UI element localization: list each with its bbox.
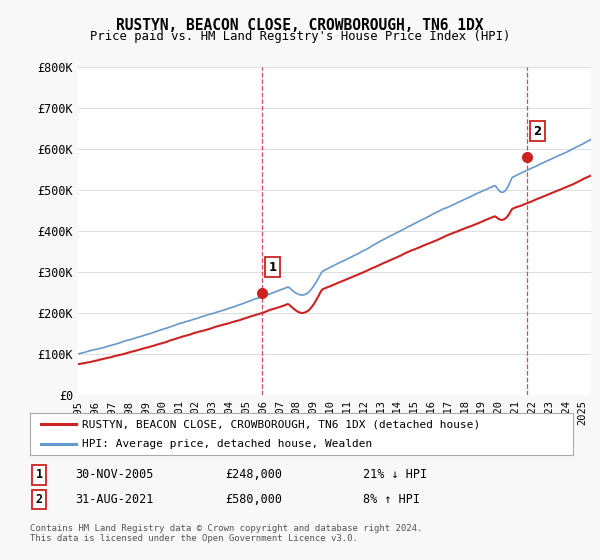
Text: Price paid vs. HM Land Registry's House Price Index (HPI): Price paid vs. HM Land Registry's House …: [90, 30, 510, 43]
Text: 30-NOV-2005: 30-NOV-2005: [75, 468, 154, 482]
Text: 31-AUG-2021: 31-AUG-2021: [75, 493, 154, 506]
Text: 1: 1: [268, 261, 277, 274]
Text: 2: 2: [35, 493, 43, 506]
Text: Contains HM Land Registry data © Crown copyright and database right 2024.
This d: Contains HM Land Registry data © Crown c…: [30, 524, 422, 543]
Text: £248,000: £248,000: [225, 468, 282, 482]
Text: RUSTYN, BEACON CLOSE, CROWBOROUGH, TN6 1DX: RUSTYN, BEACON CLOSE, CROWBOROUGH, TN6 1…: [116, 18, 484, 34]
Text: HPI: Average price, detached house, Wealden: HPI: Average price, detached house, Weal…: [82, 438, 372, 449]
Text: 1: 1: [35, 468, 43, 482]
Text: 21% ↓ HPI: 21% ↓ HPI: [363, 468, 427, 482]
Text: 8% ↑ HPI: 8% ↑ HPI: [363, 493, 420, 506]
Text: 2: 2: [533, 125, 541, 138]
Text: £580,000: £580,000: [225, 493, 282, 506]
Text: RUSTYN, BEACON CLOSE, CROWBOROUGH, TN6 1DX (detached house): RUSTYN, BEACON CLOSE, CROWBOROUGH, TN6 1…: [82, 420, 480, 430]
